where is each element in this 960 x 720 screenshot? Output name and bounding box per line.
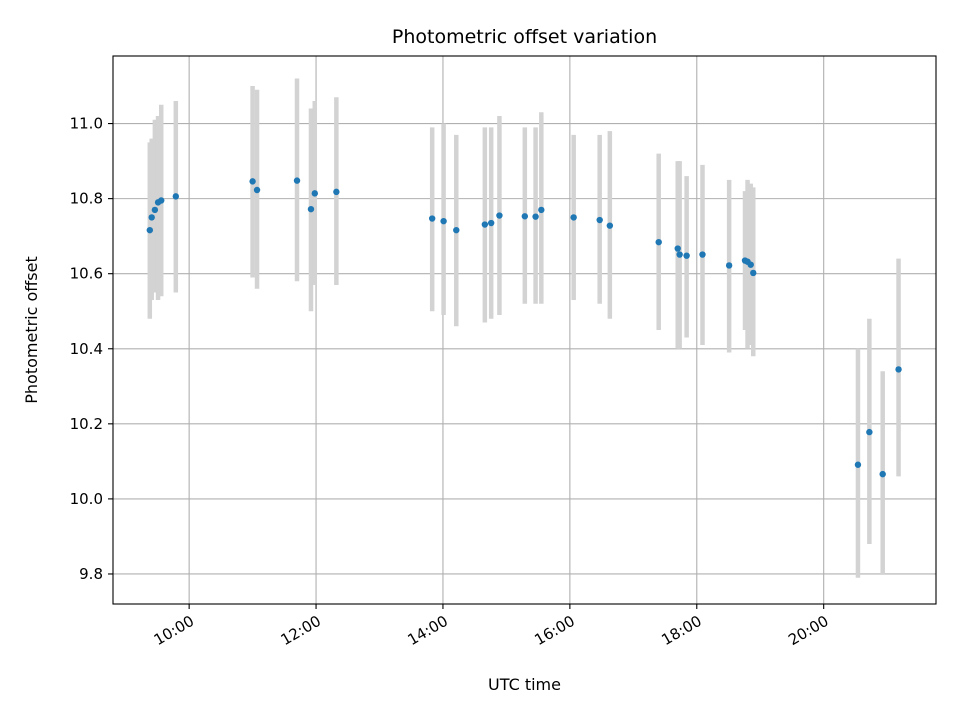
data-point <box>453 226 460 234</box>
y-tick-label: 9.8 <box>79 565 103 583</box>
data-point <box>725 262 733 269</box>
data-point <box>879 470 886 478</box>
data-point <box>148 214 155 221</box>
y-tick-label: 10.6 <box>70 265 103 283</box>
data-point <box>146 226 154 234</box>
data-point <box>538 206 545 214</box>
chart-title: Photometric offset variation <box>392 26 657 48</box>
y-tick-label: 10.2 <box>70 415 103 433</box>
data-point <box>481 221 489 228</box>
data-point <box>683 252 690 259</box>
data-point <box>655 238 662 246</box>
data-point <box>596 216 603 224</box>
data-point <box>532 213 539 220</box>
data-point <box>895 366 902 373</box>
data-point <box>521 213 529 220</box>
data-point <box>699 251 706 258</box>
data-point <box>428 215 436 222</box>
data-point <box>293 177 301 184</box>
y-tick-label: 10.4 <box>70 340 103 358</box>
data-points <box>146 177 902 478</box>
data-point <box>854 461 862 468</box>
data-point <box>496 212 503 219</box>
data-point <box>750 269 757 277</box>
grid <box>113 56 936 604</box>
data-point <box>307 205 315 213</box>
data-point <box>151 206 159 214</box>
y-tick-label: 10.0 <box>70 490 103 508</box>
y-axis: 9.8 10.0 10.2 10.4 10.6 10.8 11.0 <box>70 115 113 583</box>
data-point <box>676 251 683 258</box>
data-point <box>249 178 256 185</box>
data-point <box>333 188 340 196</box>
data-point <box>440 217 447 225</box>
data-point <box>866 428 873 436</box>
data-point <box>747 261 754 268</box>
data-point <box>253 186 261 194</box>
data-point <box>311 190 318 197</box>
data-point <box>158 197 165 204</box>
data-point <box>674 245 681 252</box>
plot-frame <box>112 55 937 605</box>
x-axis-title: UTC time <box>488 675 561 694</box>
data-point <box>606 222 614 229</box>
y-axis-title: Photometric offset <box>22 256 41 404</box>
data-point <box>172 193 180 200</box>
data-point <box>570 214 577 221</box>
y-tick-label: 10.8 <box>70 190 103 208</box>
y-tick-label: 11.0 <box>70 115 103 133</box>
data-point <box>487 219 495 227</box>
